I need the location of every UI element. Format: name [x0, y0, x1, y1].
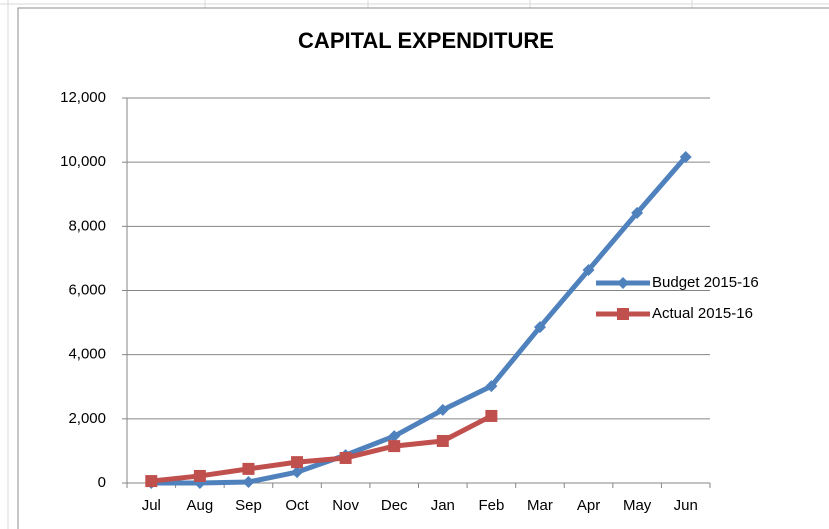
x-tick-label: Aug — [187, 497, 214, 514]
marker — [679, 151, 692, 164]
y-tick-label: 0 — [98, 474, 106, 491]
x-tick-label: Apr — [577, 497, 600, 514]
marker — [145, 475, 158, 488]
series-line — [151, 155, 688, 486]
marker — [388, 430, 401, 443]
x-tick-label: Jun — [674, 497, 698, 514]
y-tick-label: 2,000 — [68, 410, 106, 427]
y-tick-label: 12,000 — [60, 89, 106, 106]
chart-area — [17, 7, 829, 529]
marker — [617, 308, 629, 320]
x-tick-label: Nov — [332, 497, 359, 514]
marker — [582, 263, 595, 276]
marker — [291, 456, 304, 469]
x-tick-label: Oct — [285, 497, 309, 514]
legend-label: Actual 2015-16 — [652, 305, 753, 322]
x-tick-label: Sep — [235, 497, 262, 514]
marker — [339, 451, 352, 464]
x-tick-label: Jul — [142, 497, 161, 514]
x-tick-label: Jan — [431, 497, 455, 514]
marker — [617, 277, 629, 289]
marker — [193, 469, 206, 482]
y-tick-label: 10,000 — [60, 153, 106, 170]
marker — [242, 462, 255, 475]
y-tick-label: 6,000 — [68, 281, 106, 298]
y-tick-label: 4,000 — [68, 346, 106, 363]
marker — [242, 476, 255, 489]
legend-label: Budget 2015-16 — [652, 274, 759, 291]
marker — [388, 440, 401, 453]
x-tick-label: Mar — [527, 497, 553, 514]
marker — [631, 206, 644, 219]
marker — [533, 321, 546, 334]
marker — [485, 409, 498, 422]
marker — [436, 434, 449, 447]
x-tick-label: Dec — [381, 497, 408, 514]
x-tick-label: May — [623, 497, 652, 514]
series-line — [151, 413, 493, 484]
marker — [436, 403, 449, 416]
x-tick-label: Feb — [478, 497, 504, 514]
marker — [291, 466, 304, 479]
y-tick-label: 8,000 — [68, 217, 106, 234]
chart-title: CAPITAL EXPENDITURE — [298, 28, 554, 53]
marker — [485, 380, 498, 393]
